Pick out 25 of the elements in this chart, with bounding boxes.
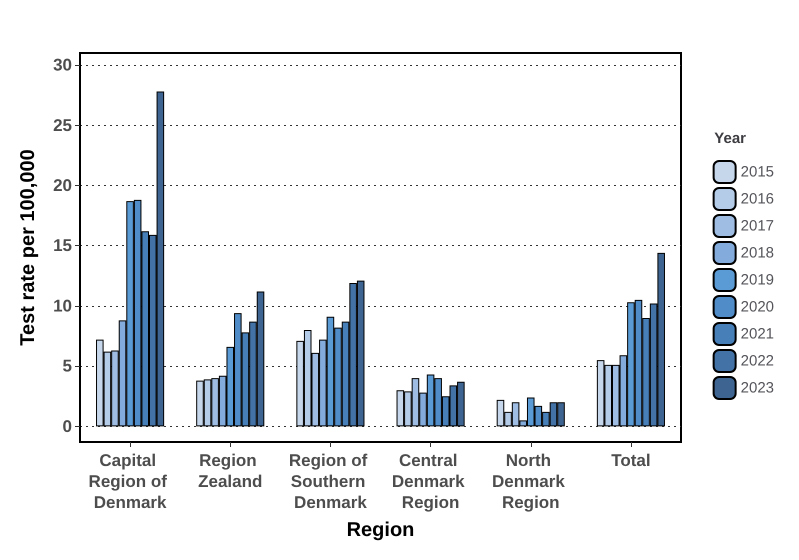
legend-title: Year xyxy=(714,130,746,147)
legend-label: 2018 xyxy=(740,244,774,262)
legend-label: 2020 xyxy=(740,298,774,316)
y-tick-label: 5 xyxy=(62,356,72,376)
legend-label: 2019 xyxy=(740,272,774,288)
legend-label: 2022 xyxy=(740,352,774,370)
y-tick-label: 20 xyxy=(53,176,72,195)
x-tick-label: North Denmark Region xyxy=(492,451,570,512)
y-tick-label: 0 xyxy=(62,416,72,436)
x-tick-label: Central Denmark Region xyxy=(392,451,470,512)
y-tick-label: 25 xyxy=(53,116,72,135)
legend-label: 2017 xyxy=(740,218,774,234)
legend-label: 2021 xyxy=(740,326,774,342)
y-axis-title: Test rate per 100,000 xyxy=(17,149,39,346)
x-tick-label: Region of Southern Denmark xyxy=(288,451,372,512)
x-tick-label: Total xyxy=(611,451,651,470)
legend-label: 2023 xyxy=(740,380,774,396)
y-tick-label: 15 xyxy=(53,236,72,256)
x-tick-label: Region Zealand xyxy=(198,451,262,491)
legend-label: 2015 xyxy=(740,164,774,180)
x-axis-title: Region xyxy=(346,519,414,541)
legend-label: 2016 xyxy=(740,190,774,208)
y-tick-label: 10 xyxy=(53,296,72,316)
y-tick-label: 30 xyxy=(53,56,72,75)
x-tick-label: Capital Region of Denmark xyxy=(88,451,172,512)
